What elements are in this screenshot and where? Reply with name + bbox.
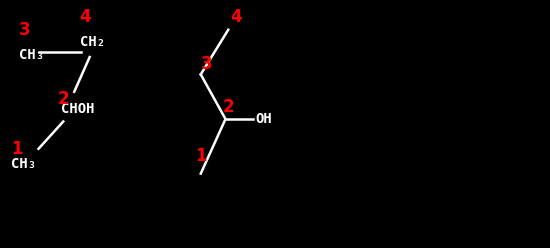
Text: 1: 1 xyxy=(195,147,206,165)
Text: 3: 3 xyxy=(19,21,31,39)
Text: 2: 2 xyxy=(222,98,234,116)
Text: 3: 3 xyxy=(200,56,212,73)
Text: 4: 4 xyxy=(230,8,243,26)
Text: 1: 1 xyxy=(11,140,22,158)
Text: OH: OH xyxy=(256,112,272,126)
Text: 2: 2 xyxy=(57,90,69,108)
Text: 4: 4 xyxy=(79,8,91,26)
Text: CHOH: CHOH xyxy=(60,102,94,116)
Text: CH₃: CH₃ xyxy=(19,48,45,62)
Text: CH₃: CH₃ xyxy=(11,157,36,171)
Text: CH₂: CH₂ xyxy=(80,35,105,49)
